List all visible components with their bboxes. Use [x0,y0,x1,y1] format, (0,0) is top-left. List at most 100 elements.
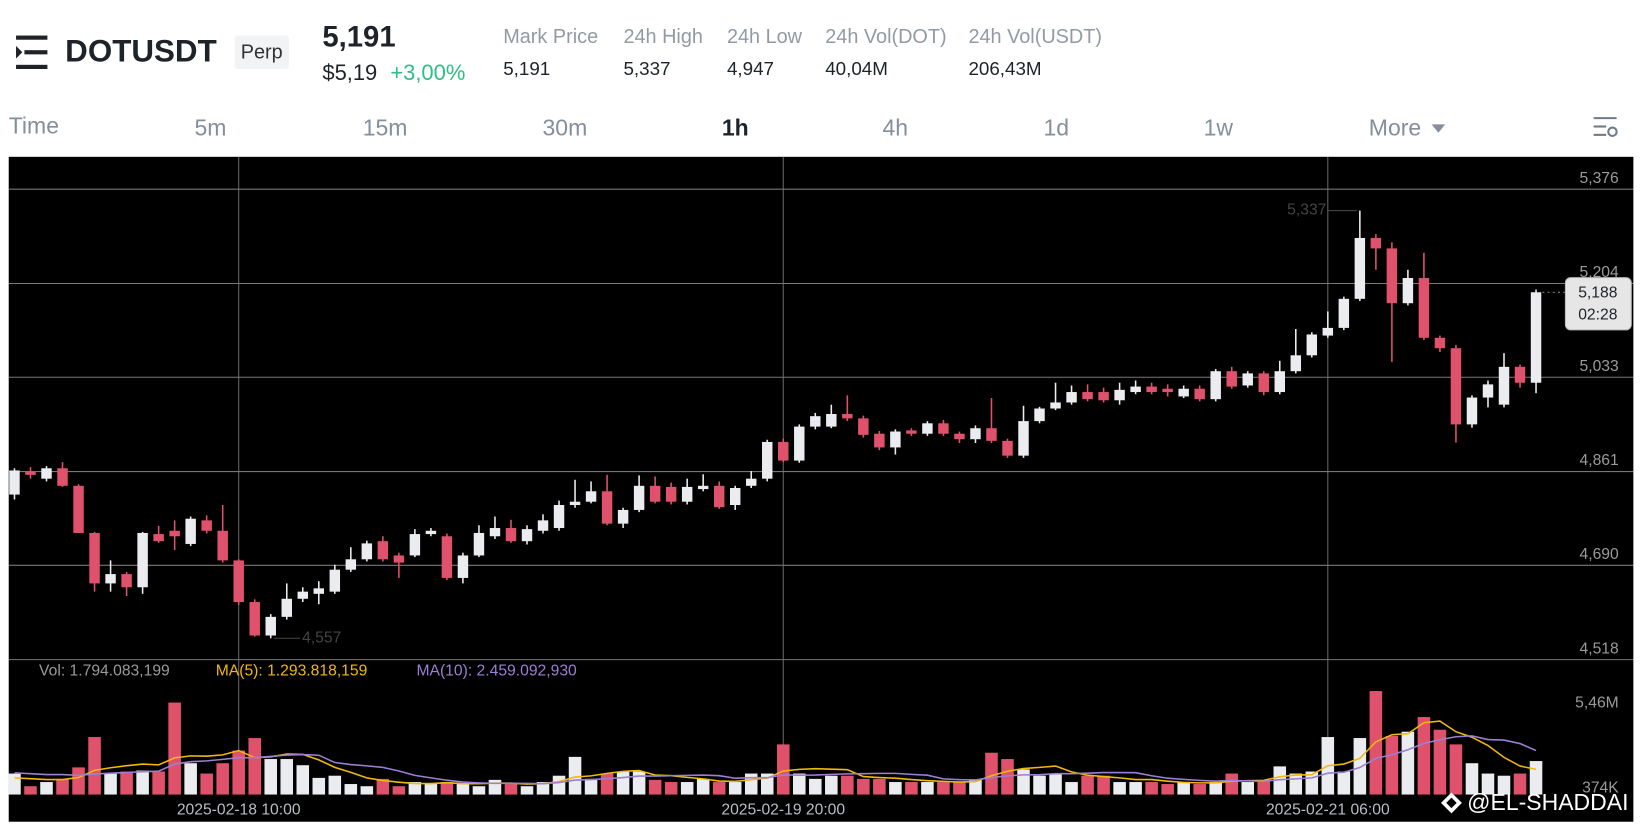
candle-body [1402,277,1414,304]
volume-bar [216,763,229,795]
price-change: +3,00% [390,60,465,85]
volume-bar [1353,738,1367,795]
candle-body [137,532,148,588]
interval-tab[interactable]: 1d [1043,115,1069,141]
volume-bar [1129,782,1142,795]
candle-body [425,530,437,535]
candle-body [1370,237,1382,249]
volume-bar [552,775,566,795]
stat-label: 24h High [623,26,703,48]
volume-bar [680,782,694,795]
candle-body [537,520,549,531]
candle-body [1450,348,1462,425]
candle-body [473,532,485,556]
watermark: @EL-SHADDAI [1467,789,1628,815]
menu-icon[interactable] [16,35,48,69]
volume-bar [1145,782,1158,795]
volume-bar [985,752,998,795]
candle-body [810,416,821,427]
volume-bar [504,784,518,795]
candle-body [89,532,100,584]
volume-bar [536,782,550,795]
volume-bar [1337,771,1351,795]
interval-tab[interactable]: 5m [195,115,227,141]
volume-bar [1033,775,1046,795]
interval-tab[interactable]: 4h [882,115,908,141]
interval-tab[interactable]: 15m [363,115,408,141]
candle-body [1322,327,1334,336]
candle-body [778,441,789,461]
volume-bar [168,702,181,795]
stat-label: 24h Vol(USDT) [968,26,1102,48]
menu-bar [24,50,48,55]
volume-bar [344,784,358,795]
volume-bar [1465,763,1479,795]
volume-bar [1257,779,1271,795]
volume-bar [456,784,470,795]
icon-gear [1607,126,1618,137]
interval-tab[interactable]: 1h [722,115,749,141]
volume-bar [152,771,165,795]
candle-body [329,569,341,592]
interval-tab[interactable]: 1w [1204,115,1234,141]
candle-body [1050,402,1061,409]
high-marker: 5,337 [1287,202,1326,219]
candle-body [73,485,84,533]
volume-bar [776,744,790,795]
candle-body [665,486,677,502]
stat-value: 40,04M [825,58,888,79]
volume-bar [1513,773,1527,795]
volume-bar [376,778,390,795]
volume-bar [937,782,950,795]
volume-bar [40,782,53,795]
candle-body [1498,366,1510,405]
candle-body [1114,389,1125,401]
volume-bar [1497,775,1511,795]
candle-body [1466,397,1478,425]
volume-bar [328,775,342,795]
stat-label: 24h Vol(DOT) [825,26,946,48]
interval-tab[interactable]: More [1369,115,1421,141]
candle-body [553,505,565,529]
candle-body [1290,355,1302,372]
interval-tab[interactable]: 30m [543,115,588,141]
volume-bar [8,773,21,795]
volume-bar [280,759,294,795]
symbol: DOTUSDT [65,34,217,69]
menu-bar [16,64,48,69]
candle-body [874,433,885,448]
volume-bar [1049,773,1062,795]
candle-body [345,559,357,570]
volume-bar [248,738,261,795]
settings-icon[interactable] [1593,117,1618,137]
y-tick-label: 5,204 [1580,264,1620,281]
candle-body [826,413,837,427]
volume-bar [696,778,710,795]
volume-legend: MA(10): 2.459.092,930 [416,662,577,679]
candle-body [1194,388,1205,400]
candle-body [393,555,405,563]
volume-bar [472,786,486,795]
y-tick-label: 4,861 [1580,452,1619,469]
volume-bar [1289,773,1303,795]
tag-bg [234,35,289,69]
candle-body [153,534,164,542]
volume-bar [232,750,245,795]
candle-body [842,413,853,419]
y-tick-label: 4,690 [1580,546,1620,563]
candle-body [1258,373,1269,393]
volume-bar [1401,731,1415,795]
volume-bar [88,737,101,795]
candle-body [9,470,20,495]
candle-body [505,528,517,542]
candle-body [1002,440,1013,456]
volume-tick-label: 5,46M [1575,695,1619,712]
candle-body [169,530,180,537]
volume-bar [1081,775,1094,795]
tag: Perp [241,42,283,64]
interval-tab[interactable]: Time [9,113,59,139]
volume-bar [921,782,934,795]
volume-bar [312,777,326,795]
candle-body [249,602,260,636]
